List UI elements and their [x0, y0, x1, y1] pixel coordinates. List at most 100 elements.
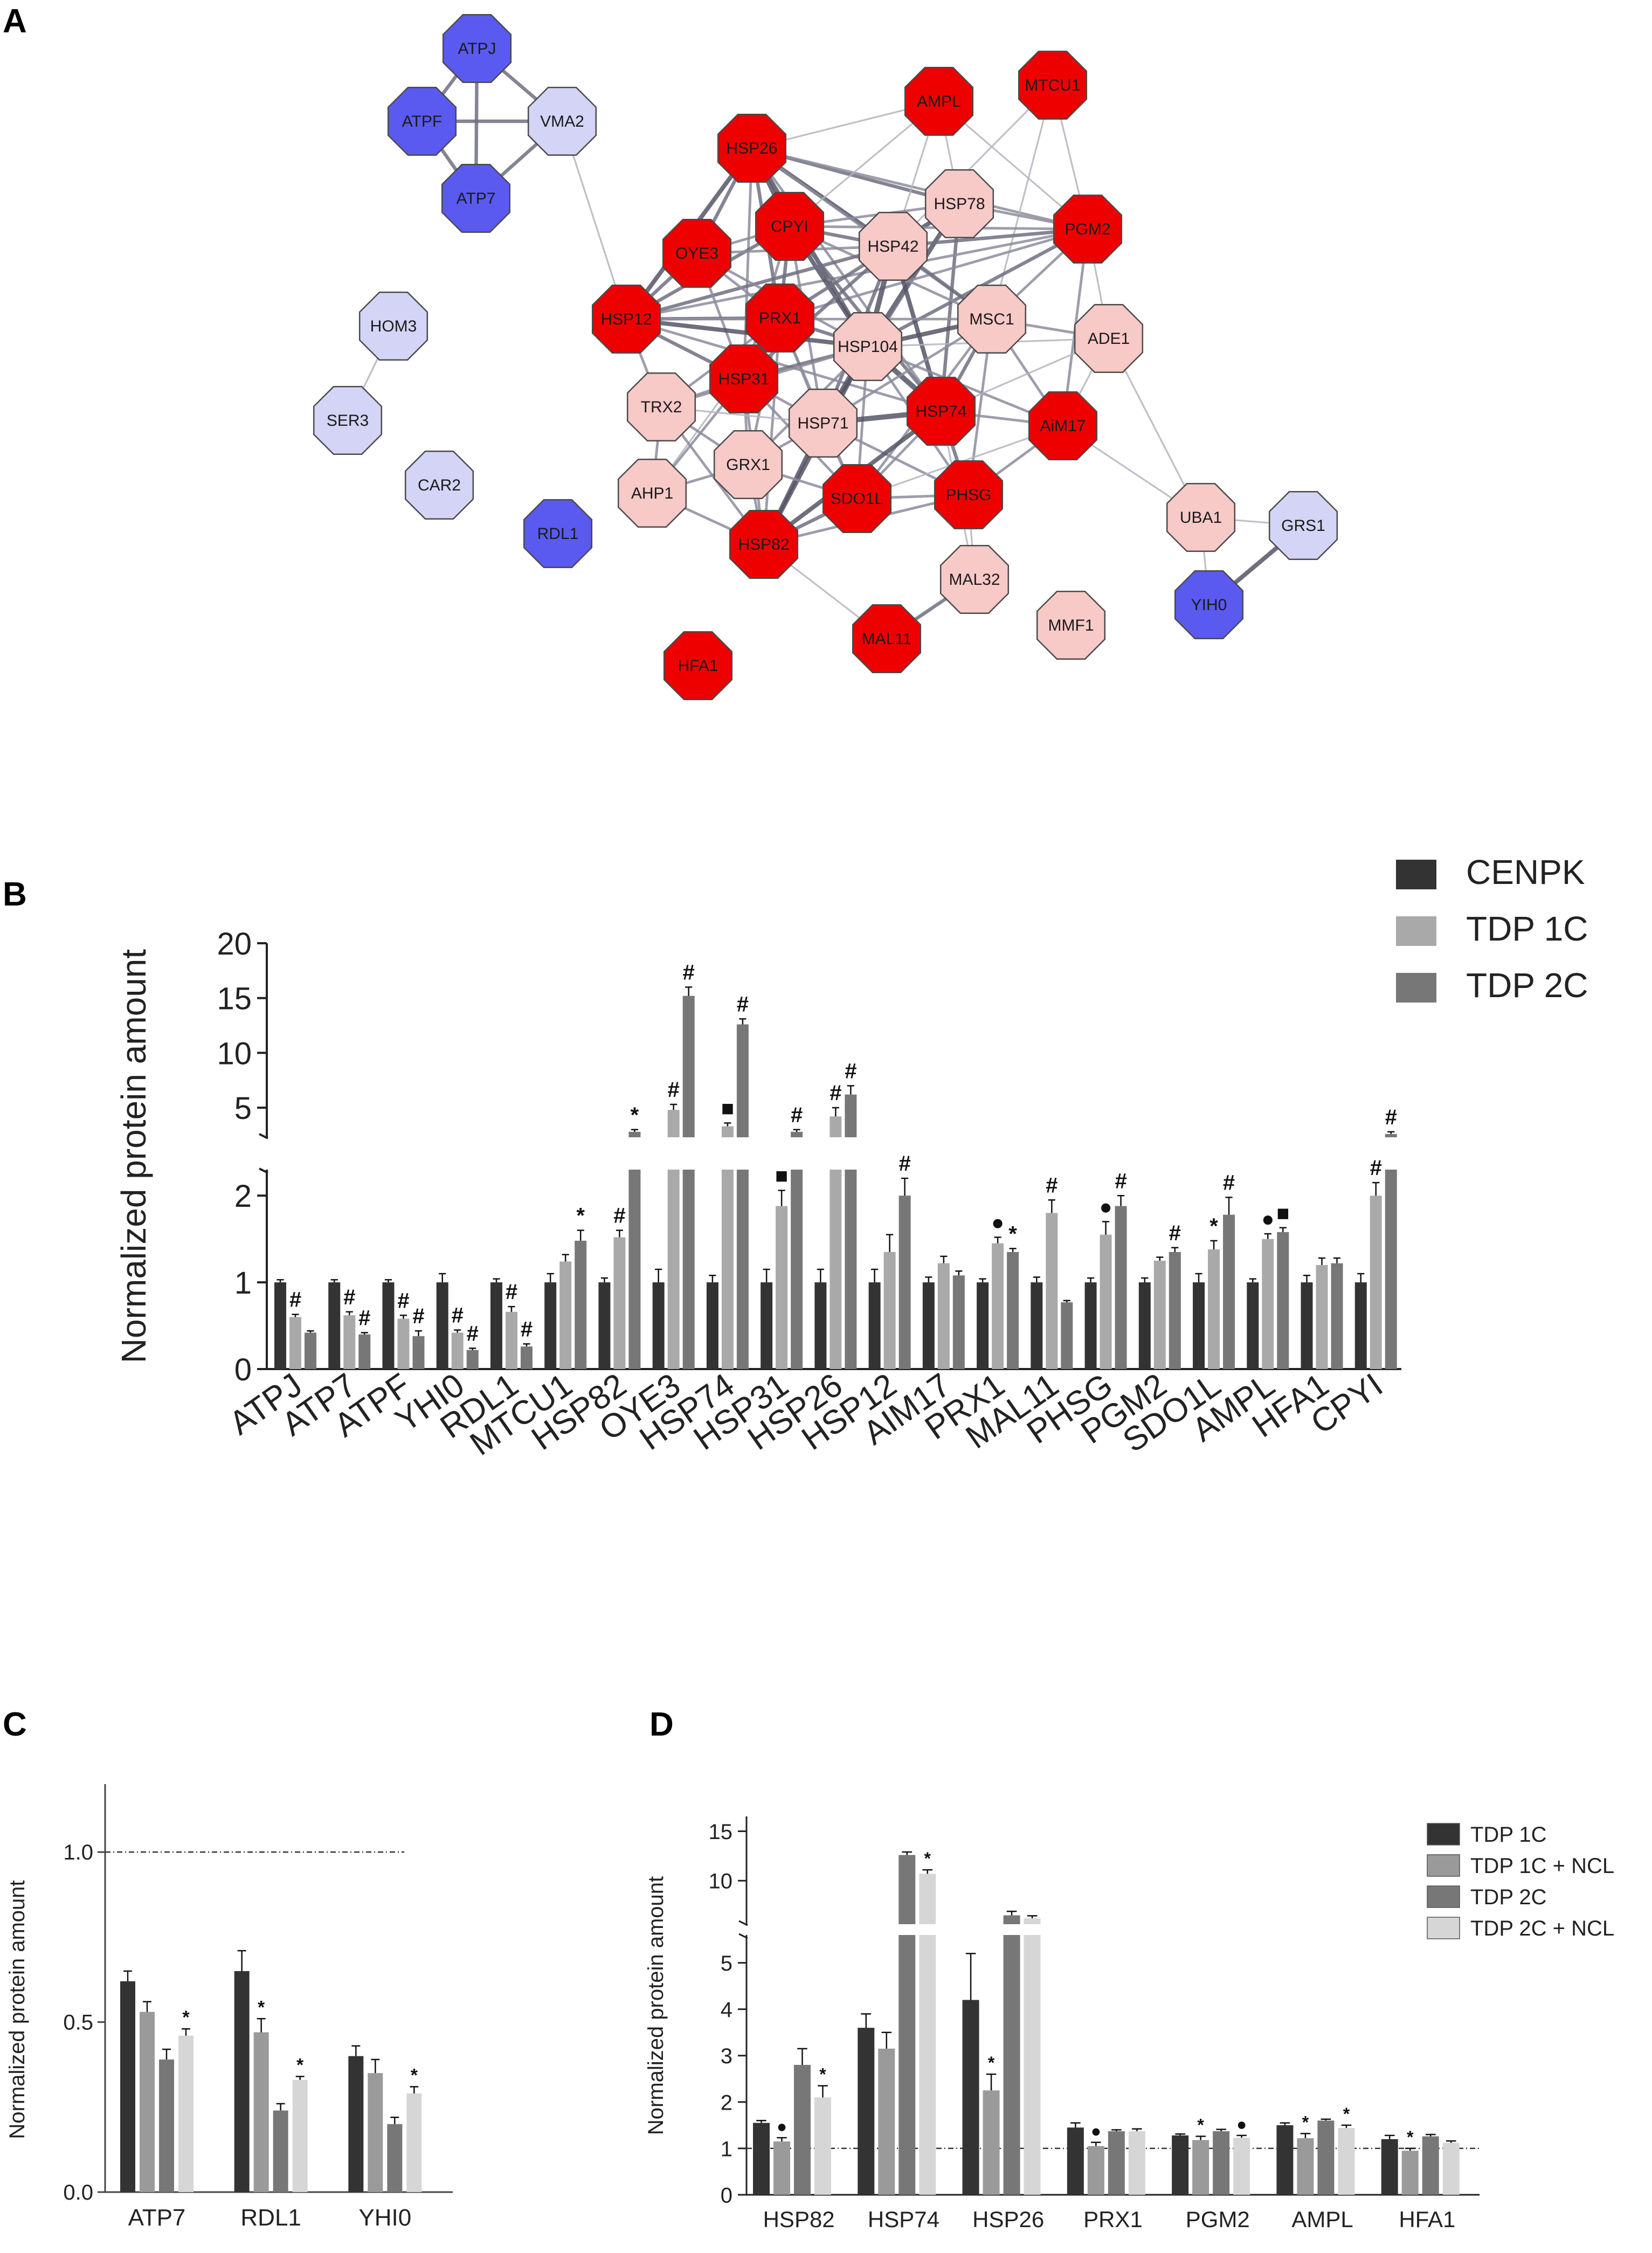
network-node: HSP42 — [858, 211, 928, 281]
network-node-shape — [717, 113, 787, 183]
legend-label: TDP 1C — [1466, 909, 1588, 948]
network-node-shape — [1268, 490, 1338, 561]
network-node-shape — [709, 344, 779, 414]
network-edge — [991, 85, 1054, 320]
network-node-shape — [1174, 570, 1244, 640]
bar — [234, 1971, 250, 2192]
bar — [952, 1275, 965, 1369]
bar — [1193, 1282, 1205, 1369]
bar — [1108, 2131, 1125, 2195]
network-node-shape — [729, 509, 799, 579]
bar — [1385, 1134, 1397, 1137]
network-node-label: MAL11 — [862, 630, 912, 648]
bar — [1003, 1915, 1020, 1924]
network-node: ADE1 — [1074, 303, 1144, 374]
chart-c: 0.0 0.5 1.0 Normalized protein amount * ATP7 *… — [5, 1784, 453, 2231]
bar — [613, 1237, 626, 1369]
bar — [328, 1282, 341, 1369]
y-tick-label: 3 — [721, 2044, 732, 2068]
significance-mark: # — [845, 1059, 856, 1083]
network-node: PGM2 — [1053, 194, 1123, 264]
network-node-shape — [939, 544, 1010, 614]
network-node-label: ADE1 — [1088, 330, 1130, 348]
bar — [919, 1874, 936, 1924]
network-node-label: ATPF — [402, 113, 442, 130]
significance-mark: # — [830, 1081, 841, 1105]
bar — [753, 2123, 770, 2195]
bar — [343, 1315, 356, 1369]
network-node-shape — [527, 86, 597, 156]
bar — [368, 2073, 383, 2192]
network-node-shape — [442, 13, 512, 84]
significance-mark: # — [412, 1304, 424, 1328]
x-tick-label: PRX1 — [1083, 2207, 1143, 2232]
legend-item: TDP 2C + NCL — [1427, 1917, 1614, 1940]
axis-break-mark — [738, 1933, 748, 1939]
bar — [736, 1024, 749, 1137]
network-node-label: MSC1 — [969, 310, 1014, 328]
bar — [667, 1170, 680, 1369]
significance-mark: * — [296, 2055, 304, 2076]
network-node-label: GRS1 — [1281, 517, 1325, 535]
bar — [289, 1317, 301, 1369]
y-tick-label: 5 — [234, 1091, 252, 1126]
significance-mark: * — [1197, 2116, 1204, 2135]
significance-mark: ■ — [1276, 1201, 1289, 1225]
network-node: AMPL — [904, 66, 974, 136]
network-node: UBA1 — [1166, 482, 1236, 552]
significance-mark: * — [182, 2007, 190, 2028]
bar — [652, 1282, 665, 1369]
legend-label: TDP 1C — [1470, 1823, 1547, 1847]
network-node-shape — [358, 291, 428, 361]
bar — [794, 2065, 811, 2195]
network-node: PHSG — [934, 460, 1004, 530]
network-edge — [762, 317, 782, 545]
network-node: HSP82 — [729, 509, 799, 579]
legend-b: CENPK TDP 1C TDP 2C — [1396, 853, 1588, 1005]
bar — [1138, 1282, 1151, 1369]
bar — [598, 1282, 611, 1369]
network-node-label: HSP42 — [867, 238, 918, 255]
bar — [791, 1170, 803, 1369]
bar — [436, 1282, 448, 1369]
network-node-label: TRX2 — [641, 398, 682, 416]
network-node-shape — [626, 372, 696, 442]
network-edge — [892, 84, 1054, 247]
network-node-shape — [662, 218, 732, 288]
network-node: AHP1 — [617, 458, 687, 528]
significance-mark: # — [289, 1288, 301, 1312]
bar — [544, 1282, 557, 1369]
bar — [274, 1282, 286, 1369]
significance-mark: ■ — [775, 1164, 788, 1188]
network-node-shape — [934, 460, 1004, 530]
bar — [814, 2097, 831, 2195]
legend-label: TDP 1C + NCL — [1470, 1854, 1614, 1878]
bar — [898, 1855, 916, 1924]
network-node-shape — [755, 191, 825, 261]
bar — [1007, 1252, 1019, 1369]
legend-d: TDP 1C TDP 1C + NCL TDP 2C TDP 2C + NCL — [1427, 1823, 1614, 1940]
bar — [1338, 2128, 1355, 2195]
network-node: HSP12 — [591, 284, 661, 354]
network-node: CAR2 — [404, 450, 474, 520]
network-node-shape — [387, 86, 457, 156]
network-node-label: VMA2 — [540, 113, 584, 130]
network-node-shape — [957, 284, 1027, 354]
bar — [830, 1170, 842, 1369]
x-tick-label: HSP26 — [972, 2207, 1044, 2232]
bar — [1031, 1282, 1043, 1369]
bar — [1213, 2131, 1230, 2195]
bar — [120, 1981, 135, 2192]
network-node: MTCU1 — [1018, 50, 1088, 120]
network-node-label: AiM17 — [1040, 417, 1086, 435]
network-node-shape — [833, 312, 903, 382]
significance-mark: * — [1209, 1214, 1218, 1238]
bar — [305, 1332, 316, 1369]
y-tick-label: 0.5 — [63, 2011, 93, 2035]
significance-mark: # — [668, 1078, 680, 1102]
network-nodes: ATPJ ATPF VMA2 ATP7 HOM3 SER3 CAR2 RDL1 HSP26 AMP… — [313, 13, 1338, 701]
bar — [845, 1170, 857, 1369]
bar — [1024, 1918, 1041, 1924]
network-node-label: AHP1 — [631, 485, 673, 502]
bar — [466, 1350, 479, 1369]
